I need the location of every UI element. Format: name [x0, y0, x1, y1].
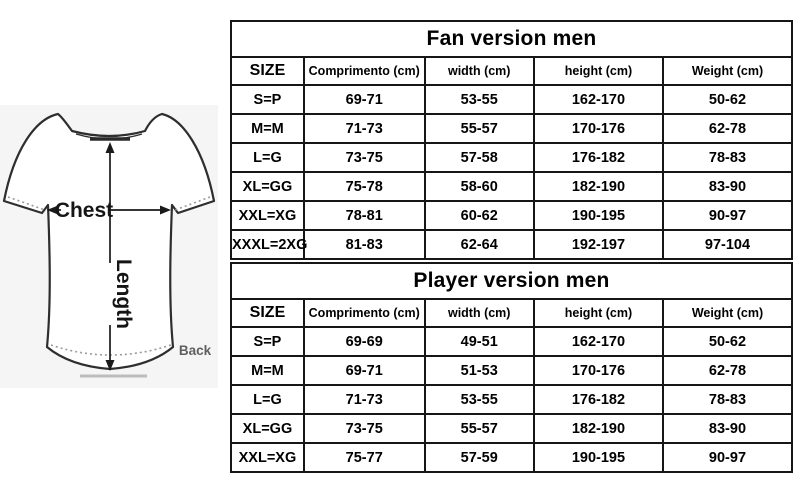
length-label: Length	[112, 259, 135, 329]
table-cell: 51-53	[423, 355, 535, 386]
column-header-size: SIZE	[230, 298, 305, 328]
column-header-width: width (cm)	[423, 56, 535, 86]
table-cell: 73-75	[302, 413, 426, 444]
table-row: L=G 71-73 53-55 176-182 78-83	[230, 384, 794, 415]
chest-label: Chest	[55, 199, 113, 222]
column-header-height: height (cm)	[532, 56, 664, 86]
size-cell: L=G	[230, 384, 305, 415]
table-cell: 62-78	[661, 355, 794, 386]
table-cell: 97-104	[661, 229, 794, 260]
column-header-width: width (cm)	[423, 298, 535, 328]
arrow-left-icon	[47, 205, 58, 215]
table-cell: 57-58	[423, 142, 535, 173]
table-cell: 75-77	[302, 442, 426, 473]
player-table-title: Player version men	[230, 262, 793, 300]
table-cell: 78-83	[661, 142, 794, 173]
table-cell: 62-78	[661, 113, 794, 144]
column-header-comprimento: Comprimento (cm)	[302, 298, 426, 328]
table-cell: 58-60	[423, 171, 535, 202]
back-label: Back	[179, 343, 212, 358]
size-cell: M=M	[230, 113, 305, 144]
table-row: XXL=XG 78-81 60-62 190-195 90-97	[230, 200, 794, 231]
table-cell: 69-71	[302, 355, 426, 386]
column-header-weight: Weight (cm)	[661, 298, 794, 328]
table-cell: 69-69	[302, 326, 426, 357]
left-sleeve-stitch	[7, 196, 46, 211]
table-row: XXXL=2XG 81-83 62-64 192-197 97-104	[230, 229, 794, 260]
table-title-row: Player version men	[230, 262, 793, 300]
size-cell: XL=GG	[230, 413, 305, 444]
table-row: XL=GG 73-75 55-57 182-190 83-90	[230, 413, 794, 444]
column-header-weight: Weight (cm)	[661, 56, 794, 86]
table-cell: 192-197	[532, 229, 664, 260]
table-cell: 62-64	[423, 229, 535, 260]
tshirt-outline	[2, 112, 216, 371]
column-header-height: height (cm)	[532, 298, 664, 328]
fan-version-table: Fan version men SIZE Comprimento (cm) wi…	[230, 20, 794, 260]
table-row: M=M 69-71 51-53 170-176 62-78	[230, 355, 794, 386]
table-cell: 55-57	[423, 413, 535, 444]
table-cell: 60-62	[423, 200, 535, 231]
size-cell: S=P	[230, 326, 305, 357]
tshirt-diagram-panel: Chest Length Back	[0, 105, 218, 388]
table-cell: 50-62	[661, 84, 794, 115]
table-cell: 83-90	[661, 413, 794, 444]
table-cell: 170-176	[532, 113, 664, 144]
table-cell: 73-75	[302, 142, 426, 173]
table-cell: 90-97	[661, 200, 794, 231]
arrow-up-icon	[105, 142, 115, 153]
table-cell: 81-83	[302, 229, 426, 260]
column-header-size: SIZE	[230, 56, 305, 86]
table-row: M=M 71-73 55-57 170-176 62-78	[230, 113, 794, 144]
table-cell: 182-190	[532, 171, 664, 202]
table-cell: 75-78	[302, 171, 426, 202]
table-title-row: Fan version men	[230, 20, 793, 58]
table-cell: 53-55	[423, 84, 535, 115]
table-cell: 162-170	[532, 326, 664, 357]
table-cell: 83-90	[661, 171, 794, 202]
table-cell: 50-62	[661, 326, 794, 357]
arrow-right-icon	[160, 205, 171, 215]
table-row: S=P 69-71 53-55 162-170 50-62	[230, 84, 794, 115]
table-cell: 176-182	[532, 142, 664, 173]
table-cell: 78-83	[661, 384, 794, 415]
size-cell: XXL=XG	[230, 442, 305, 473]
table-cell: 190-195	[532, 200, 664, 231]
table-cell: 71-73	[302, 384, 426, 415]
table-cell: 55-57	[423, 113, 535, 144]
table-cell: 57-59	[423, 442, 535, 473]
fan-table-title: Fan version men	[230, 20, 793, 58]
table-header-row: SIZE Comprimento (cm) width (cm) height …	[230, 298, 794, 328]
table-row: XXL=XG 75-77 57-59 190-195 90-97	[230, 442, 794, 473]
table-cell: 182-190	[532, 413, 664, 444]
size-cell: L=G	[230, 142, 305, 173]
player-version-table: Player version men SIZE Comprimento (cm)…	[230, 262, 794, 473]
arrow-down-icon	[105, 360, 115, 371]
table-cell: 49-51	[423, 326, 535, 357]
table-cell: 176-182	[532, 384, 664, 415]
size-cell: XXXL=2XG	[230, 229, 307, 260]
size-cell: XL=GG	[230, 171, 305, 202]
table-row: L=G 73-75 57-58 176-182 78-83	[230, 142, 794, 173]
table-cell: 53-55	[423, 384, 535, 415]
table-cell: 71-73	[302, 113, 426, 144]
table-row: XL=GG 75-78 58-60 182-190 83-90	[230, 171, 794, 202]
size-cell: S=P	[230, 84, 305, 115]
table-cell: 69-71	[302, 84, 426, 115]
column-header-comprimento: Comprimento (cm)	[302, 56, 426, 86]
right-sleeve-stitch	[174, 196, 211, 211]
table-cell: 170-176	[532, 355, 664, 386]
size-cell: XXL=XG	[230, 200, 305, 231]
table-row: S=P 69-69 49-51 162-170 50-62	[230, 326, 794, 357]
table-cell: 90-97	[661, 442, 794, 473]
table-cell: 162-170	[532, 84, 664, 115]
table-cell: 78-81	[302, 200, 426, 231]
tshirt-diagram: Chest Length Back	[2, 112, 216, 378]
table-cell: 190-195	[532, 442, 664, 473]
size-cell: M=M	[230, 355, 305, 386]
table-header-row: SIZE Comprimento (cm) width (cm) height …	[230, 56, 794, 86]
